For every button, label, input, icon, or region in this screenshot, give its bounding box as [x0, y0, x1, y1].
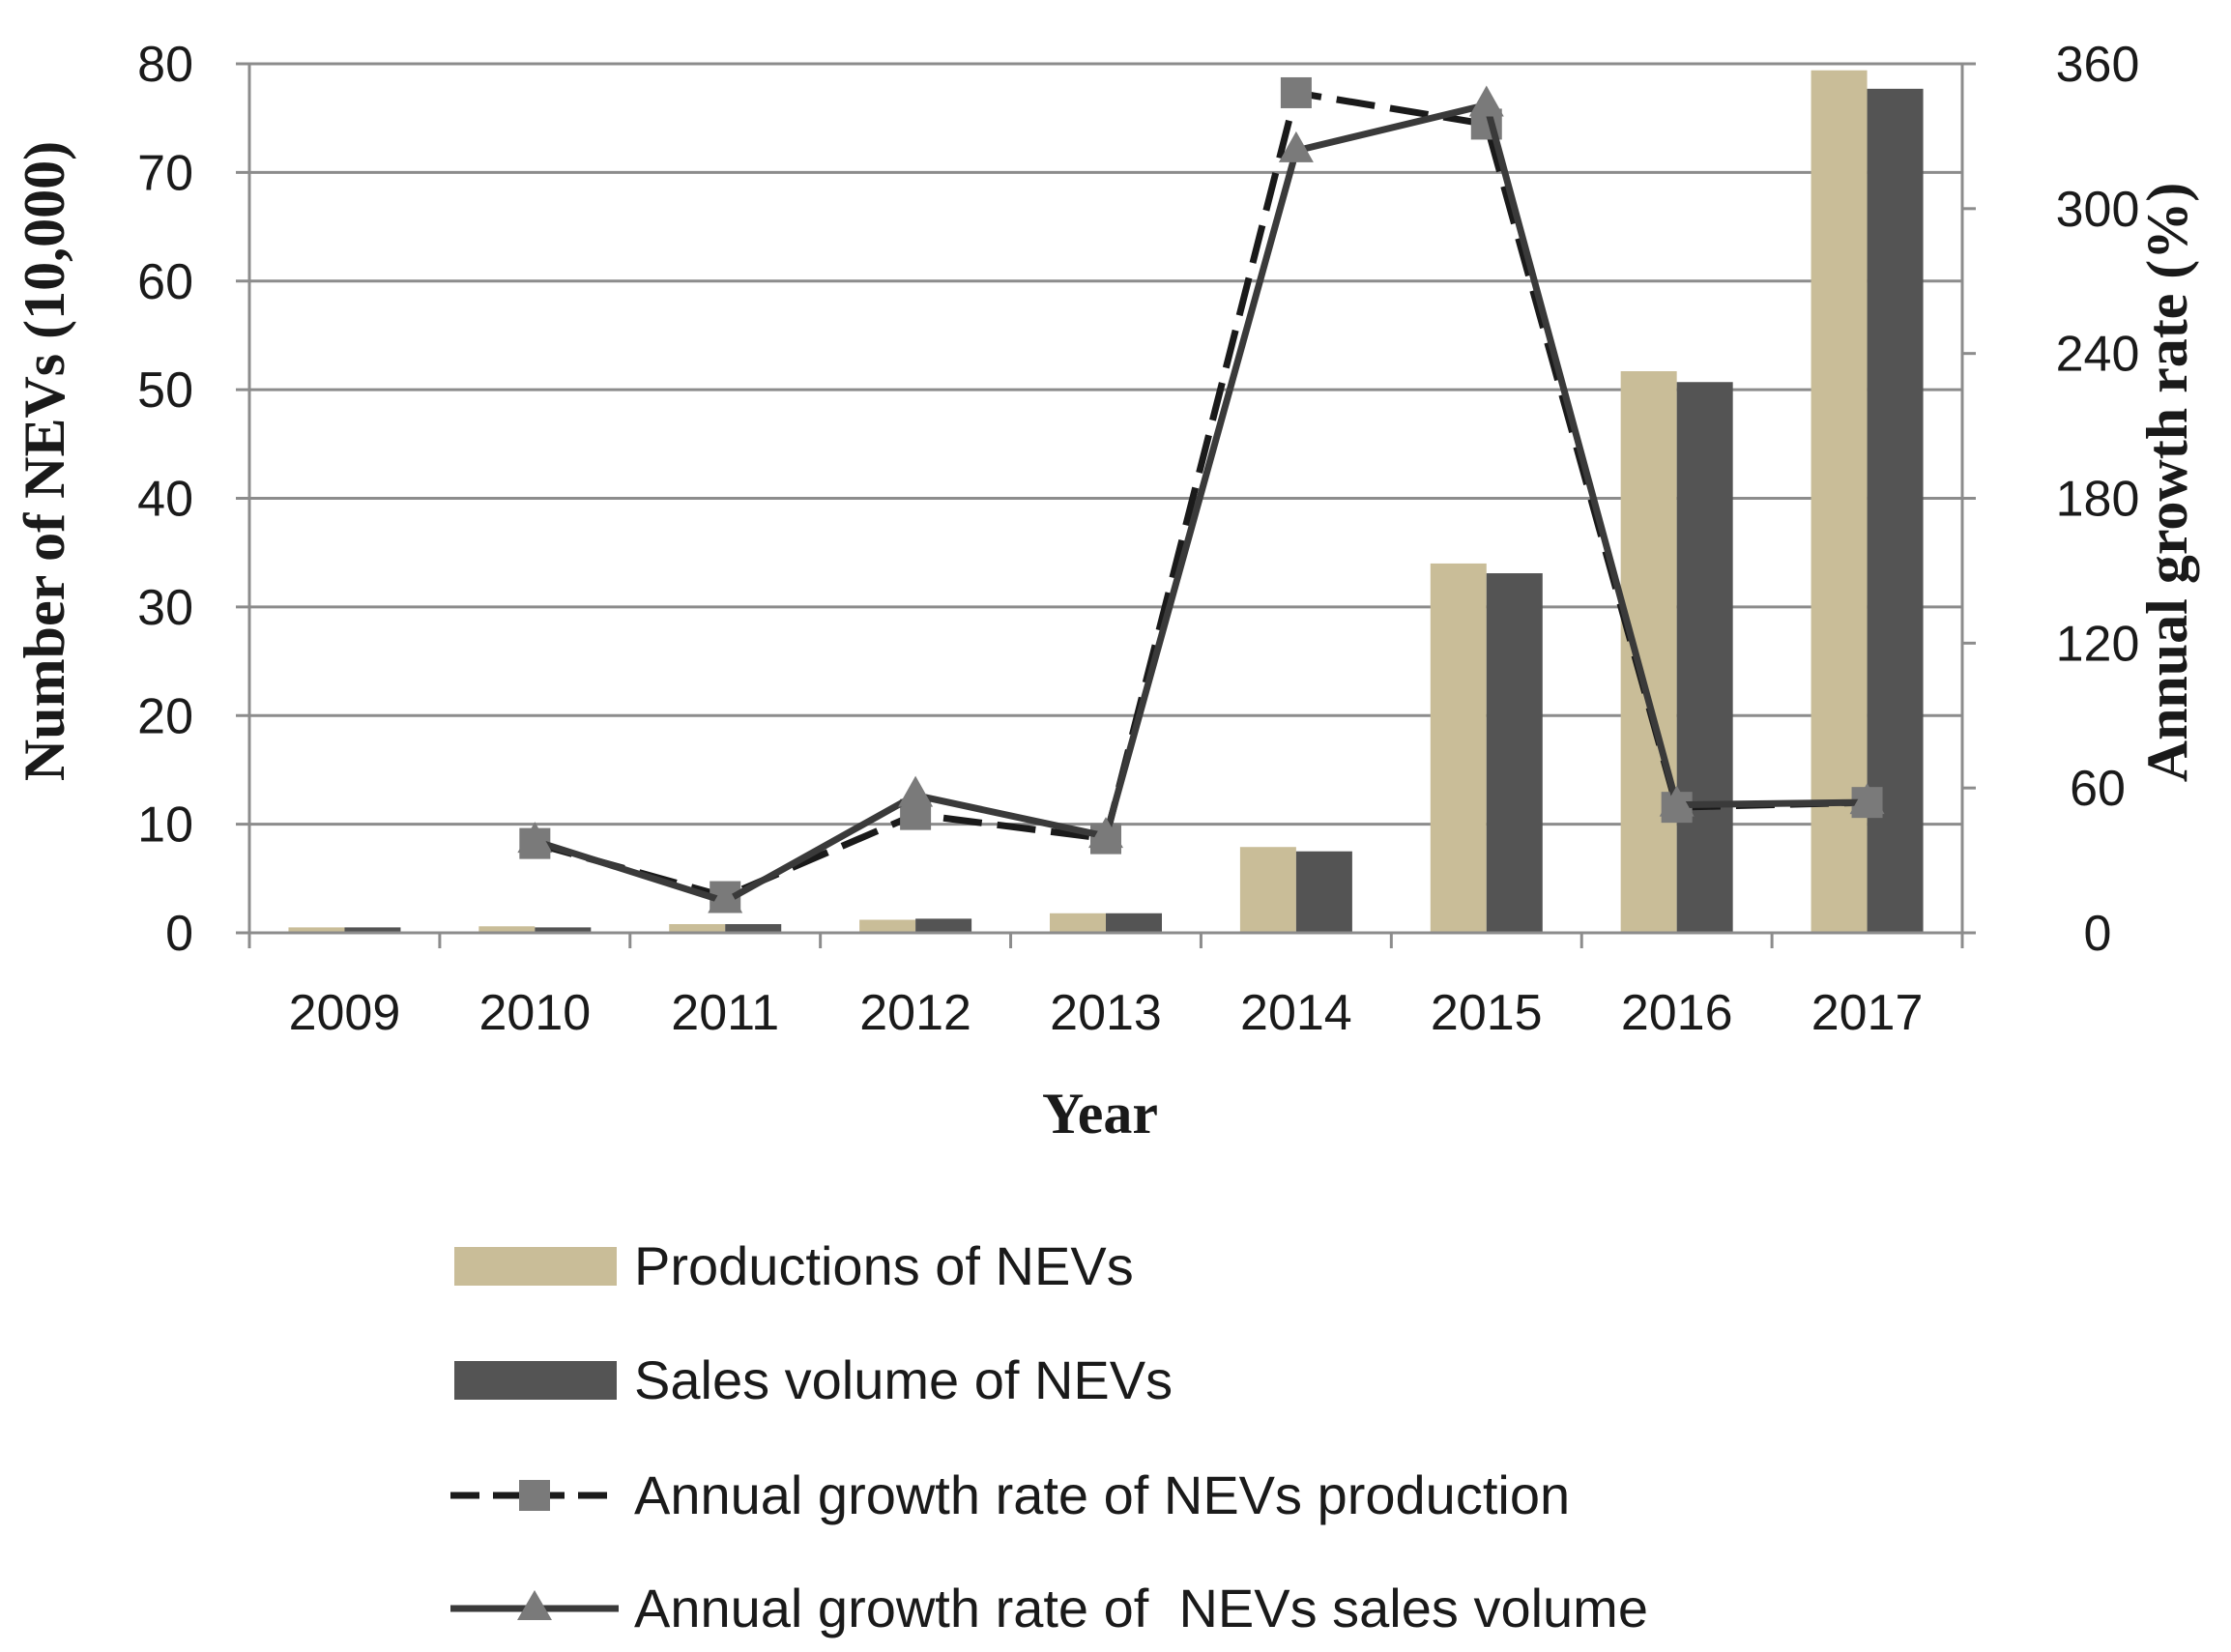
y2-tick-label: 180: [2056, 472, 2140, 528]
y-tick-label: 10: [137, 797, 193, 854]
y2-axis-title: Annual growth rate (%): [2135, 183, 2199, 783]
axis-layer: [236, 62, 1976, 948]
x-tick-label: 2015: [1431, 985, 1543, 1041]
marker-sales-growth: [1468, 85, 1504, 117]
legend-marker-square: [519, 1480, 550, 1511]
x-tick-label: 2010: [478, 985, 591, 1041]
y-tick-label: 80: [137, 37, 193, 93]
legend-label-production-growth: Annual growth rate of NEVs production: [634, 1464, 1570, 1525]
y-tick-label: 70: [137, 145, 193, 201]
y2-tick-label: 300: [2056, 182, 2140, 238]
marker-sales-growth: [708, 882, 743, 913]
y2-tick-label: 0: [2084, 906, 2112, 962]
marker-production-growth: [1280, 76, 1312, 108]
y2-tick-label: 60: [2070, 761, 2126, 817]
bar-production: [478, 926, 536, 933]
legend-label-production: Productions of NEVs: [634, 1235, 1134, 1296]
bar-production: [669, 924, 726, 933]
y-tick-label: 20: [137, 688, 193, 744]
y-tick-label: 50: [137, 362, 193, 419]
bar-layer: [288, 70, 1924, 934]
bar-production: [1430, 563, 1487, 933]
x-axis-title: Year: [1042, 1082, 1158, 1145]
bar-sales: [915, 918, 972, 933]
marker-sales-growth: [1088, 817, 1123, 849]
bar-production: [1050, 913, 1106, 933]
x-tick-label: 2014: [1240, 985, 1352, 1041]
bar-sales: [1486, 573, 1543, 933]
x-tick-label: 2009: [289, 985, 401, 1041]
y-tick-label: 40: [137, 472, 193, 528]
legend-swatch-production: [454, 1247, 617, 1286]
x-tick-label: 2013: [1050, 985, 1162, 1041]
y-tick-label: 30: [137, 580, 193, 636]
legend: Productions of NEVs Sales volume of NEVs…: [450, 1235, 1648, 1638]
marker-sales-growth: [1849, 783, 1885, 815]
bar-sales: [1106, 913, 1162, 933]
bar-sales: [1676, 382, 1733, 933]
bar-production: [1239, 847, 1296, 933]
legend-swatch-sales: [454, 1361, 617, 1400]
x-tick-label: 2011: [671, 985, 779, 1041]
bar-production: [1620, 371, 1677, 933]
marker-sales-growth: [1278, 130, 1314, 162]
y-tick-label: 60: [137, 254, 193, 310]
label-layer: 0 10 20 30 40 50 60 70 80 0 60 120 180 240 300 360 2009 2…: [137, 37, 2139, 1041]
bar-production: [859, 919, 916, 933]
bar-sales: [725, 924, 782, 933]
legend-label-sales: Sales volume of NEVs: [634, 1349, 1173, 1410]
x-tick-label: 2016: [1621, 985, 1733, 1041]
y2-tick-label: 120: [2056, 616, 2140, 672]
legend-label-sales-growth: Annual growth rate of NEVs sales volume: [634, 1578, 1648, 1638]
legend-marker-triangle: [517, 1590, 552, 1620]
y-axis-title: Number of NEVs (10,000): [13, 141, 76, 781]
x-tick-label: 2012: [859, 985, 971, 1041]
y2-tick-label: 360: [2056, 37, 2140, 93]
bar-sales: [344, 927, 401, 933]
x-tick-label: 2017: [1811, 985, 1924, 1041]
grid-layer: [249, 62, 1962, 826]
line-layer: [517, 76, 1885, 913]
marker-sales-growth: [898, 775, 934, 807]
bar-production: [288, 927, 345, 933]
line-sales-growth: [534, 101, 1868, 905]
bar-sales: [535, 927, 592, 933]
y2-tick-label: 240: [2056, 327, 2140, 383]
marker-sales-growth: [1659, 785, 1695, 817]
marker-sales-growth: [517, 822, 553, 854]
y-tick-label: 0: [165, 906, 193, 962]
bar-sales: [1295, 851, 1352, 933]
